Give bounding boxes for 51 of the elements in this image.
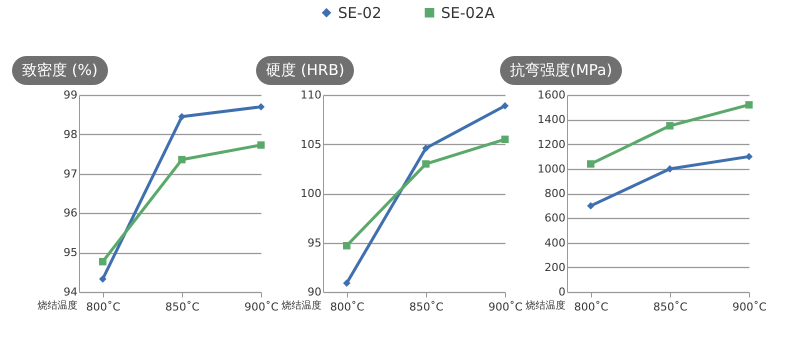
x-tick-label: 850˚C — [653, 300, 688, 314]
y-tick-label: 96 — [64, 206, 78, 220]
y-tick-label: 90 — [308, 286, 322, 298]
x-tick-label: 800˚C — [574, 300, 609, 314]
y-tick-label: 200 — [544, 260, 566, 274]
y-tick-label: 1000 — [538, 162, 566, 176]
point — [745, 101, 753, 109]
x-tick-label: 850˚C — [409, 300, 444, 314]
x-axis-title: 烧结温度 — [526, 300, 566, 312]
y-tick-label: 1400 — [538, 113, 566, 126]
point — [422, 160, 430, 168]
x-tick-label: 850˚C — [165, 300, 200, 314]
y-tick-label: 98 — [64, 128, 78, 141]
x-tick-label: 900˚C — [244, 300, 279, 314]
y-tick-label: 0 — [558, 286, 566, 298]
point — [587, 160, 594, 168]
point — [343, 279, 350, 287]
point — [178, 112, 186, 120]
point — [99, 258, 106, 266]
x-axis-title: 烧结温度 — [282, 300, 322, 312]
x-tick-label: 900˚C — [488, 300, 523, 314]
y-tick-label: 800 — [544, 187, 566, 200]
y-tick-label: 105 — [300, 138, 322, 151]
point — [422, 144, 430, 152]
point — [501, 136, 509, 144]
y-tick-label: 97 — [64, 167, 78, 180]
y-tick-label: 400 — [544, 236, 566, 250]
point — [257, 103, 265, 111]
point — [587, 202, 594, 210]
x-tick-label: 800˚C — [86, 300, 121, 314]
y-tick-label: 94 — [64, 286, 78, 298]
y-tick-label: 95 — [64, 246, 78, 260]
y-tick-label: 1200 — [538, 138, 566, 151]
point — [343, 242, 350, 250]
chart-title: 致密度 (%) — [12, 56, 108, 85]
point — [501, 102, 509, 110]
chart-title: 抗弯强度(MPa) — [500, 56, 622, 85]
x-axis-title: 烧结温度 — [38, 300, 78, 312]
chart-title: 硬度 (HRB) — [256, 56, 354, 85]
y-tick-label: 110 — [300, 88, 322, 102]
y-tick-label: 600 — [544, 212, 566, 225]
y-tick-label: 100 — [300, 187, 322, 200]
y-tick-label: 1600 — [538, 88, 566, 102]
legend-label: SE-02 — [338, 4, 382, 22]
y-tick-label: 95 — [308, 236, 322, 250]
x-tick-label: 800˚C — [330, 300, 365, 314]
y-tick-label: 99 — [64, 88, 78, 102]
x-tick-label: 900˚C — [732, 300, 767, 314]
point — [666, 122, 674, 130]
point — [178, 156, 186, 164]
legend-label: SE-02A — [441, 4, 496, 22]
